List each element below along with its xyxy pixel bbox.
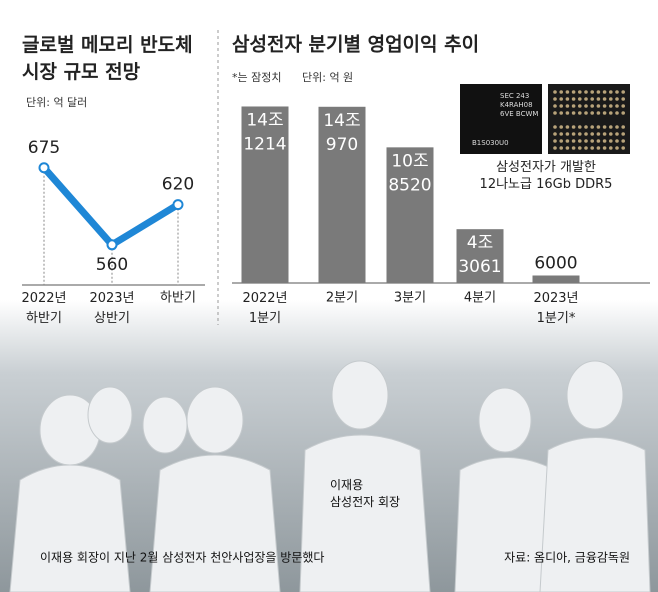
data-label: 14조 970 bbox=[323, 111, 360, 155]
x-tick-label: 2023년 상반기 bbox=[89, 291, 134, 326]
point bbox=[38, 162, 50, 174]
chip-caption: 삼성전자가 개발한 12나노급 16Gb DDR5 bbox=[480, 160, 613, 192]
chip-text: SEC 243 bbox=[500, 92, 529, 100]
chart-subtitle: 단위: 억 원 bbox=[302, 71, 353, 84]
x-tick-label: 2분기 bbox=[326, 291, 358, 306]
chart-subtitle: 단위: 억 달러 bbox=[26, 96, 87, 109]
bar bbox=[532, 275, 580, 283]
x-tick-label: 2022년 1분기 bbox=[242, 291, 287, 326]
chip-back bbox=[548, 84, 630, 154]
bar bbox=[241, 106, 289, 283]
x-tick-label: 2022년 하반기 bbox=[21, 291, 66, 326]
data-label: 675 bbox=[28, 138, 60, 158]
data-label: 6000 bbox=[534, 254, 577, 274]
chip-text: K4RAH08 bbox=[500, 101, 533, 109]
chip-text: B1S030U0 bbox=[472, 139, 509, 147]
line bbox=[41, 165, 180, 249]
source: 자료: 옴디아, 금융감독원 bbox=[504, 551, 630, 565]
photo-caption: 이재용 회장이 지난 2월 삼성전자 천안사업장을 방문했다 bbox=[40, 550, 324, 565]
photo-figures bbox=[9, 360, 651, 592]
x-tick-label: 하반기 bbox=[160, 291, 196, 306]
chart-note: *는 잠정치 bbox=[232, 71, 281, 84]
chip-front bbox=[460, 84, 542, 154]
data-label: 4조 3061 bbox=[458, 233, 501, 277]
x-tick-label: 2023년 1분기* bbox=[533, 291, 578, 326]
chart-title: 글로벌 메모리 반도체 시장 규모 전망 bbox=[22, 34, 193, 83]
point bbox=[106, 239, 118, 251]
x-tick-label: 3분기 bbox=[394, 291, 426, 306]
chip-balls bbox=[553, 90, 625, 150]
bar bbox=[456, 229, 504, 283]
data-label: 10조 8520 bbox=[388, 151, 431, 195]
data-label: 14조 1214 bbox=[243, 110, 286, 154]
chart-title: 삼성전자 분기별 영업이익 추이 bbox=[232, 34, 479, 56]
chip-text: 6VE BCWM bbox=[500, 110, 538, 118]
person-label: 이재용 삼성전자 회장 bbox=[330, 478, 400, 509]
x-tick-label: 4분기 bbox=[464, 291, 496, 306]
point bbox=[172, 199, 184, 211]
data-label: 620 bbox=[162, 175, 194, 195]
bar bbox=[318, 106, 366, 283]
bar bbox=[386, 147, 434, 283]
data-label: 560 bbox=[96, 255, 128, 275]
